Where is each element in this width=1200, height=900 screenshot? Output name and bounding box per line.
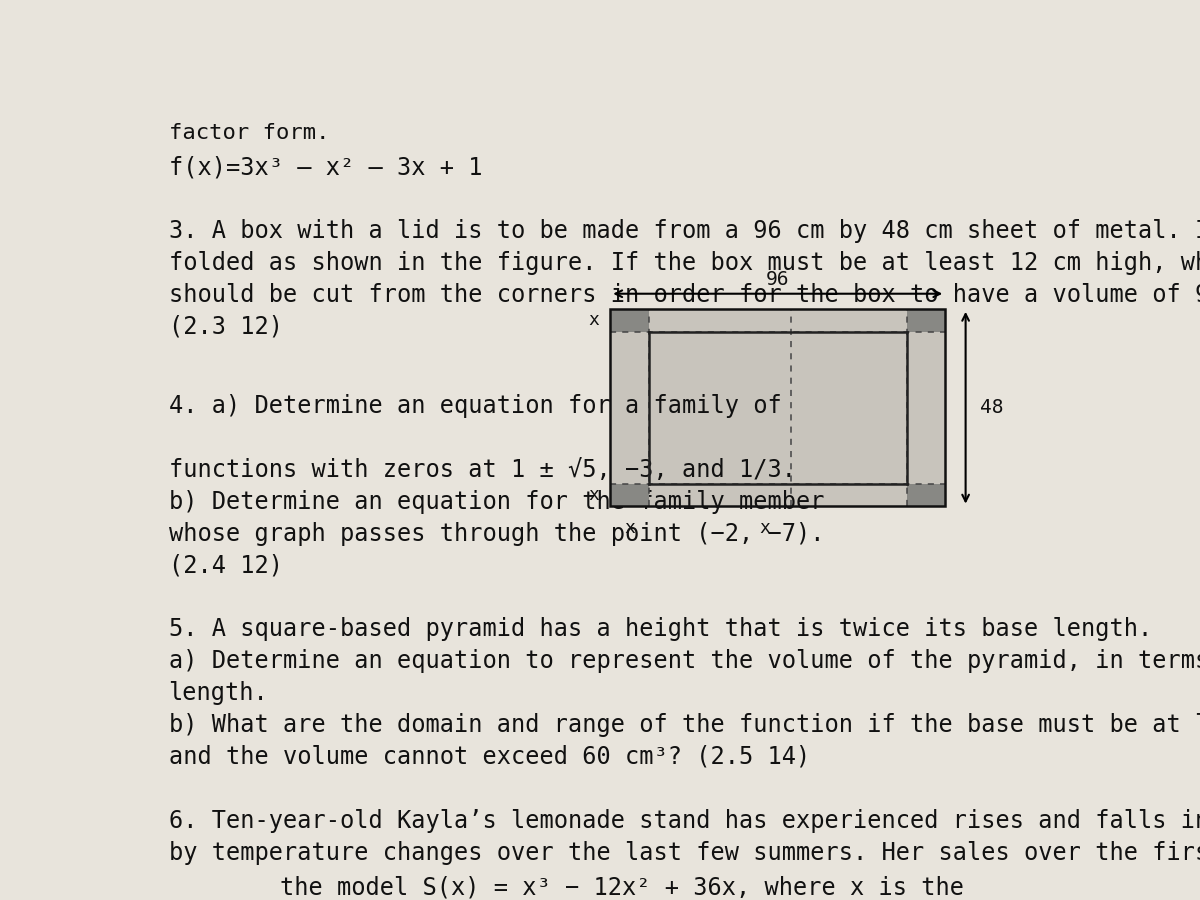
Text: a) Determine an equation to represent the volume of the pyramid, in terms of the: a) Determine an equation to represent th… xyxy=(168,649,1200,673)
Text: 48: 48 xyxy=(979,398,1003,418)
Text: functions with zeros at 1 ± √5, −3, and 1/3.: functions with zeros at 1 ± √5, −3, and … xyxy=(168,458,796,482)
Text: 4. a) Determine an equation for a family of: 4. a) Determine an equation for a family… xyxy=(168,394,781,418)
Text: f(x)=3x³ – x² – 3x + 1: f(x)=3x³ – x² – 3x + 1 xyxy=(168,155,482,179)
Bar xyxy=(611,484,649,507)
Text: x: x xyxy=(760,519,770,537)
Text: (2.3 12): (2.3 12) xyxy=(168,314,283,338)
Bar xyxy=(611,309,946,507)
Text: and the volume cannot exceed 60 cm³? (2.5 14): and the volume cannot exceed 60 cm³? (2.… xyxy=(168,745,810,769)
Text: factor form.: factor form. xyxy=(168,123,329,143)
Bar xyxy=(907,309,946,332)
Text: 3. A box with a lid is to be made from a 96 cm by 48 cm sheet of metal. It is cu: 3. A box with a lid is to be made from a… xyxy=(168,219,1200,243)
Text: 96: 96 xyxy=(766,270,790,289)
Text: b) Determine an equation for the family member: b) Determine an equation for the family … xyxy=(168,490,824,514)
Text: by temperature changes over the last few summers. Her sales over the first two w: by temperature changes over the last few… xyxy=(168,841,1200,865)
Bar xyxy=(907,484,946,507)
Text: whose graph passes through the point (−2, −7).: whose graph passes through the point (−2… xyxy=(168,522,824,545)
Text: (2.4 12): (2.4 12) xyxy=(168,554,283,578)
Text: should be cut from the corners in order for the box to have a volume of 9600 cm³: should be cut from the corners in order … xyxy=(168,283,1200,307)
Text: 5. A square-based pyramid has a height that is twice its base length.: 5. A square-based pyramid has a height t… xyxy=(168,617,1152,642)
Text: folded as shown in the figure. If the box must be at least 12 cm high, what size: folded as shown in the figure. If the bo… xyxy=(168,251,1200,274)
Bar xyxy=(611,309,946,507)
Text: b) What are the domain and range of the function if the base must be at least 1 : b) What are the domain and range of the … xyxy=(168,713,1200,737)
Text: length.: length. xyxy=(168,681,269,705)
Text: x: x xyxy=(624,519,635,537)
Bar xyxy=(611,309,649,332)
Text: 6. Ten-year-old Kayla’s lemonade stand has experienced rises and falls in sales : 6. Ten-year-old Kayla’s lemonade stand h… xyxy=(168,808,1200,833)
Text: x: x xyxy=(588,311,599,329)
Text: x: x xyxy=(588,486,599,504)
Text: the model S(x) = x³ − 12x² + 36x, where x is the: the model S(x) = x³ − 12x² + 36x, where … xyxy=(281,876,965,900)
